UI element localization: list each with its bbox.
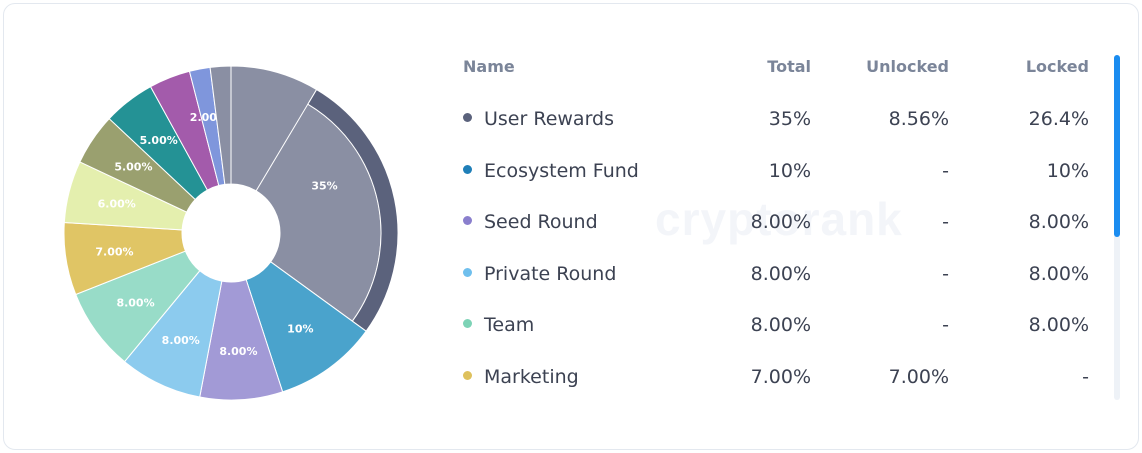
- row-locked: 8.00%: [1028, 314, 1089, 336]
- row-total: 8.00%: [750, 211, 811, 233]
- row-total: 8.00%: [750, 314, 811, 336]
- table-scrollbar[interactable]: [1114, 55, 1120, 400]
- row-unlocked: -: [942, 262, 949, 285]
- table-row[interactable]: Team 8.00% - 8.00%: [458, 300, 1098, 352]
- slice-label: 8.00%: [116, 296, 154, 309]
- slice-label: 7.00%: [95, 245, 133, 258]
- header-unlocked: Unlocked: [866, 57, 949, 76]
- row-name-text: Ecosystem Fund: [484, 159, 639, 182]
- table-row[interactable]: User Rewards 35% 8.56% 26.4%: [458, 94, 1098, 146]
- row-name-text: Team: [484, 314, 535, 336]
- table-body: User Rewards 35% 8.56% 26.4% Ecosystem F…: [458, 94, 1098, 403]
- slice-label: 10%: [287, 322, 313, 335]
- legend-dot-icon: [463, 216, 472, 225]
- scrollbar-thumb[interactable]: [1114, 55, 1120, 237]
- row-name-text: Private Round: [484, 262, 617, 285]
- legend-dot-icon: [463, 267, 472, 277]
- slice-label: 8.00%: [162, 334, 200, 347]
- row-total: 10%: [768, 159, 811, 182]
- row-locked: 26.4%: [1028, 108, 1089, 130]
- legend-dot-icon: [463, 164, 472, 174]
- token-allocation-card: 35% 10% 8.00% 8.00% 8.00% 7.00% 6.00% 5.00% 5.00…: [3, 3, 1139, 450]
- allocation-table: Name Total Unlocked Locked User Rewards …: [458, 52, 1098, 403]
- row-locked: 8.00%: [1028, 211, 1089, 233]
- table-row[interactable]: Ecosystem Fund 10% - 10%: [458, 146, 1098, 198]
- row-unlocked: -: [942, 211, 949, 233]
- table-row[interactable]: Marketing 7.00% 7.00% -: [458, 352, 1098, 404]
- watermark: cryptorank: [655, 193, 903, 245]
- slice-label: 35%: [311, 179, 337, 192]
- row-locked: 10%: [1046, 159, 1089, 182]
- row-name-text: Seed Round: [484, 211, 598, 233]
- row-name: Team: [463, 310, 534, 340]
- legend-dot-icon: [463, 370, 472, 380]
- row-unlocked: 8.56%: [888, 108, 949, 130]
- row-locked: -: [1082, 365, 1089, 388]
- header-locked: Locked: [1025, 57, 1089, 76]
- table-row[interactable]: Private Round 8.00% - 8.00%: [458, 249, 1098, 301]
- row-name-text: User Rewards: [484, 108, 615, 130]
- row-total: 7.00%: [750, 365, 811, 388]
- row-name-text: Marketing: [484, 365, 579, 388]
- header-total: Total: [767, 57, 811, 76]
- row-unlocked: 7.00%: [888, 365, 949, 388]
- donut-svg: 35% 10% 8.00% 8.00% 8.00% 7.00% 6.00% 5.00% 5.00…: [63, 65, 399, 401]
- slice-label: 5.00%: [140, 134, 178, 147]
- row-unlocked: -: [942, 159, 949, 182]
- row-unlocked: -: [942, 314, 949, 336]
- row-name: User Rewards: [463, 104, 614, 134]
- donut-hole: [182, 184, 280, 282]
- slice-label: 5.00%: [114, 161, 152, 174]
- slice-label: 8.00%: [219, 345, 257, 358]
- table-row[interactable]: Seed Round 8.00% - 8.00%: [458, 197, 1098, 249]
- legend-dot-icon: [463, 319, 472, 328]
- row-locked: 8.00%: [1028, 262, 1089, 285]
- row-name: Seed Round: [463, 207, 598, 237]
- row-name: Private Round: [463, 259, 616, 289]
- table-header: Name Total Unlocked Locked: [458, 52, 1098, 82]
- row-name: Ecosystem Fund: [463, 156, 639, 186]
- slice-label: 6.00%: [98, 198, 136, 211]
- row-total: 8.00%: [750, 262, 811, 285]
- allocation-donut-chart: 35% 10% 8.00% 8.00% 8.00% 7.00% 6.00% 5.00% 5.00…: [56, 58, 406, 408]
- row-name: Marketing: [463, 362, 579, 392]
- legend-dot-icon: [463, 113, 472, 122]
- header-name: Name: [463, 57, 515, 76]
- row-total: 35%: [768, 108, 811, 130]
